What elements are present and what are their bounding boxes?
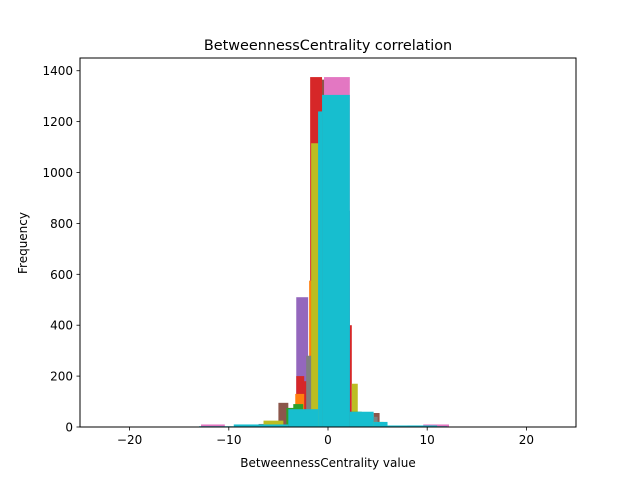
chart-title: BetweennessCentrality correlation xyxy=(204,38,452,54)
x-tick-label: 20 xyxy=(519,433,534,447)
y-tick-label: 600 xyxy=(50,268,73,282)
x-axis-ticks: −20 −10 0 10 20 xyxy=(117,427,534,447)
x-tick-label: 0 xyxy=(324,433,332,447)
y-axis-label: Frequency xyxy=(16,212,30,274)
x-tick-label: −20 xyxy=(117,433,142,447)
x-tick-label: −10 xyxy=(216,433,241,447)
histogram-bar xyxy=(349,411,374,427)
histogram-bar xyxy=(322,94,350,428)
y-tick-label: 200 xyxy=(50,370,73,384)
y-axis-ticks: 0 200 400 600 800 1000 1200 1400 xyxy=(42,64,80,435)
y-tick-label: 800 xyxy=(50,217,73,231)
x-axis-label: BetweennessCentrality value xyxy=(240,456,415,470)
x-tick-label: 10 xyxy=(420,433,435,447)
bars-group xyxy=(199,77,450,428)
y-tick-label: 400 xyxy=(50,319,73,333)
histogram-bar xyxy=(318,111,323,427)
histogram-bar xyxy=(288,409,319,427)
histogram-bar xyxy=(351,383,358,427)
histogram-bar xyxy=(387,425,438,427)
y-tick-label: 1000 xyxy=(42,166,73,180)
histogram-bar xyxy=(263,420,284,427)
y-tick-label: 1400 xyxy=(42,64,73,78)
y-tick-label: 1200 xyxy=(42,115,73,129)
histogram-bar xyxy=(311,143,320,428)
histogram-bar xyxy=(278,402,289,427)
histogram-bar xyxy=(296,297,309,427)
histogram-bar xyxy=(201,424,225,427)
histogram-bar xyxy=(373,421,388,427)
y-tick-label: 0 xyxy=(65,421,73,435)
histogram-bar xyxy=(233,424,289,427)
